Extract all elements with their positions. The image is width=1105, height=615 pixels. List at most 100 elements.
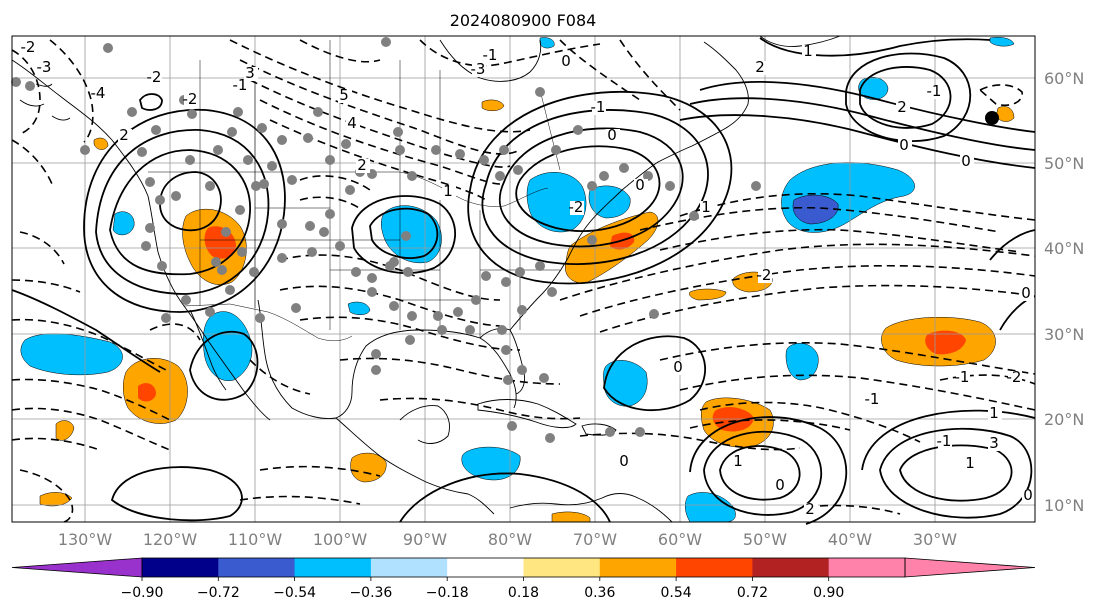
contour-dashed-atl-6 (679, 193, 1036, 221)
contour-label: 0 (619, 452, 629, 470)
contour-dashed-ohio-2 (299, 196, 363, 211)
station-dot (291, 303, 301, 313)
contour-solid-atlantic-north (679, 114, 1036, 169)
station-dot (431, 145, 441, 155)
colorbar: −0.90 −0.72 −0.54 −0.36 −0.18 0.18 0.36 0.54 0.7… (11, 557, 1036, 601)
fill-orange-canada-small (481, 99, 505, 111)
station-dot (157, 261, 167, 271)
contour-label: 4 (347, 114, 357, 132)
longitude-label: 70°W (573, 530, 617, 549)
latitude-axis: 60°N 50°N 40°N 30°N 20°N 10°N (1044, 69, 1084, 515)
contour-label-bg (472, 63, 486, 77)
contour-solid-se-3 (861, 409, 1036, 471)
station-dot (643, 171, 653, 181)
station-dot (185, 155, 195, 165)
colorbar-segment (752, 558, 830, 577)
contour-dashed-gulf-4 (339, 357, 561, 385)
contour-dashed-pac-6 (11, 279, 81, 293)
contour-label-bg (938, 435, 952, 449)
contour-label-bg (1022, 489, 1036, 503)
contour-label: 1 (989, 404, 999, 422)
contour-label: 2 (755, 58, 765, 76)
contour-dashed-gulf-2 (279, 285, 501, 327)
fill-blue-central-america (461, 446, 521, 481)
station-dot (689, 211, 699, 221)
fill-blue-mexico (203, 311, 253, 382)
station-dot (455, 149, 465, 159)
longitude-label: 100°W (313, 530, 368, 549)
colorbar-segment (676, 558, 753, 577)
contour-dashed-cen-1 (259, 465, 381, 477)
station-dot (481, 271, 491, 281)
contour-label: -1 (865, 390, 880, 408)
station-dot (371, 365, 381, 375)
contour-label: -2 (1007, 368, 1022, 386)
gridlines (12, 36, 1035, 522)
station-dot (227, 127, 237, 137)
contour-dashed-mex-1 (149, 323, 201, 341)
longitude-label: 60°W (658, 530, 702, 549)
contour-label-bg (606, 129, 620, 143)
latitude-label: 10°N (1044, 496, 1084, 515)
contour-solid-south-2 (703, 430, 823, 516)
fill-orange-bottom-mid (551, 511, 591, 523)
colorbar-tick-label: −0.18 (426, 585, 469, 601)
contour-solid-mexico-low (189, 330, 259, 401)
station-dot (251, 181, 261, 191)
colorbar-segment (218, 558, 296, 577)
colorbar-under-arrow (11, 557, 143, 578)
contour-dashed-ohio (299, 175, 371, 191)
contour-solid-high-ne-2 (845, 52, 972, 143)
contour-label-bg (38, 61, 52, 75)
station-dot (325, 155, 335, 165)
contour-dashed-gulf-1 (279, 254, 501, 301)
station-dot (465, 325, 475, 335)
coastline-yucatan (399, 405, 450, 444)
fill-orange-pacific-small (55, 420, 75, 441)
contour-label: -2 (147, 68, 162, 86)
contour-dashed-sw-cent (19, 231, 65, 265)
contour-dashed-south-2 (819, 504, 901, 515)
contour-label-bg (618, 455, 632, 469)
coastline-canada-east (691, 41, 749, 147)
station-dot (243, 155, 253, 165)
station-dot (453, 307, 463, 317)
station-dot (513, 165, 523, 175)
contour-label-bg (956, 371, 970, 385)
contour-solid-high-ne (859, 66, 952, 129)
station-dot (255, 313, 265, 323)
fill-orange-bc (93, 137, 109, 150)
station-dot (307, 247, 317, 257)
contour-dashed-atl-2 (579, 264, 1036, 317)
station-dot (751, 181, 761, 191)
contour-solid-se-1 (899, 444, 1013, 502)
contour-solid-west-coast-line (11, 289, 161, 373)
latitude-label: 30°N (1044, 325, 1084, 344)
contour-label-bg (570, 201, 584, 215)
contour-solid-midwest-1 (369, 207, 439, 259)
contour-label: -2 (757, 266, 772, 284)
contour-label-bg (700, 201, 714, 215)
contour-dashed-pac-3 (11, 437, 101, 451)
contour-label-bg (988, 407, 1002, 421)
fill-orange-bottom-left (39, 492, 73, 507)
contour-solid-south-3 (689, 416, 848, 525)
station-dot (497, 325, 507, 335)
station-dot (161, 313, 171, 323)
station-dot (389, 257, 399, 267)
station-dot (313, 107, 323, 117)
colorbar-segment (294, 558, 372, 577)
contour-dashed-carib-1 (699, 401, 921, 443)
station-dot (495, 171, 505, 181)
solid-contours (11, 37, 1036, 525)
station-dot (507, 421, 517, 431)
station-dot (515, 267, 525, 277)
station-dot (479, 155, 489, 165)
contour-dashed-nw-3 (11, 139, 53, 185)
station-dot (535, 87, 545, 97)
station-dot (501, 345, 511, 355)
station-dot (145, 223, 155, 233)
colorbar-tick-label: 0.90 (813, 585, 844, 601)
contour-dashed-canada-5 (229, 39, 531, 133)
